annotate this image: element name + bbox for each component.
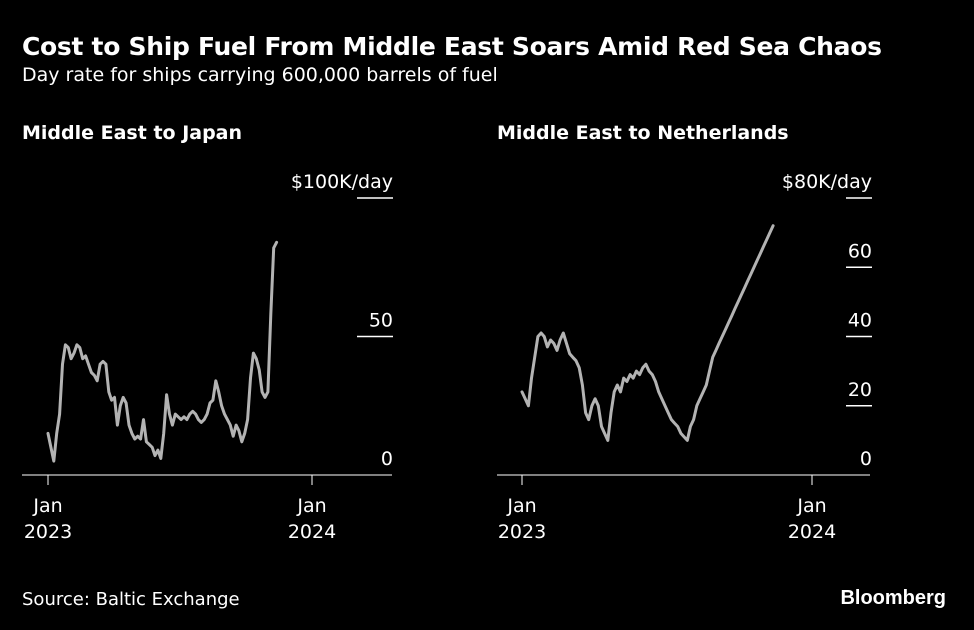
y-tick-label: 0 <box>860 448 872 470</box>
y-tick-label: 50 <box>369 310 393 332</box>
y-tick-label: $80K/day <box>782 171 872 193</box>
x-tick-label-year: 2024 <box>288 521 336 543</box>
panel-title-netherlands: Middle East to Netherlands <box>497 122 789 144</box>
japan-rate-line <box>46 240 279 463</box>
source-note: Source: Baltic Exchange <box>22 589 240 610</box>
x-tick-label-year: 2023 <box>24 521 72 543</box>
x-tick-label-year: 2023 <box>498 521 546 543</box>
chart-subtitle: Day rate for ships carrying 600,000 barr… <box>22 64 498 86</box>
x-tick-label-year: 2024 <box>788 521 836 543</box>
x-tick-label-month: Jan <box>506 495 536 517</box>
panel-title-japan: Middle East to Japan <box>22 122 243 144</box>
x-tick-label-month: Jan <box>796 495 826 517</box>
japan-chart: 0 50 $100K/day Jan 2023 Jan 2024 <box>22 171 393 543</box>
netherlands-rate-line <box>520 224 775 442</box>
bloomberg-logo: Bloomberg <box>840 587 946 609</box>
x-tick-label-month: Jan <box>32 495 62 517</box>
y-tick-label: 20 <box>848 379 872 401</box>
y-tick-label: 40 <box>848 310 872 332</box>
y-tick-label: 60 <box>848 240 872 262</box>
y-tick-label: $100K/day <box>291 171 393 193</box>
x-tick-label-month: Jan <box>296 495 326 517</box>
y-tick-label: 0 <box>381 448 393 470</box>
netherlands-chart: 0 20 40 60 $80K/day Jan 2023 Jan 2024 <box>497 171 872 543</box>
chart-title: Cost to Ship Fuel From Middle East Soars… <box>22 32 882 61</box>
